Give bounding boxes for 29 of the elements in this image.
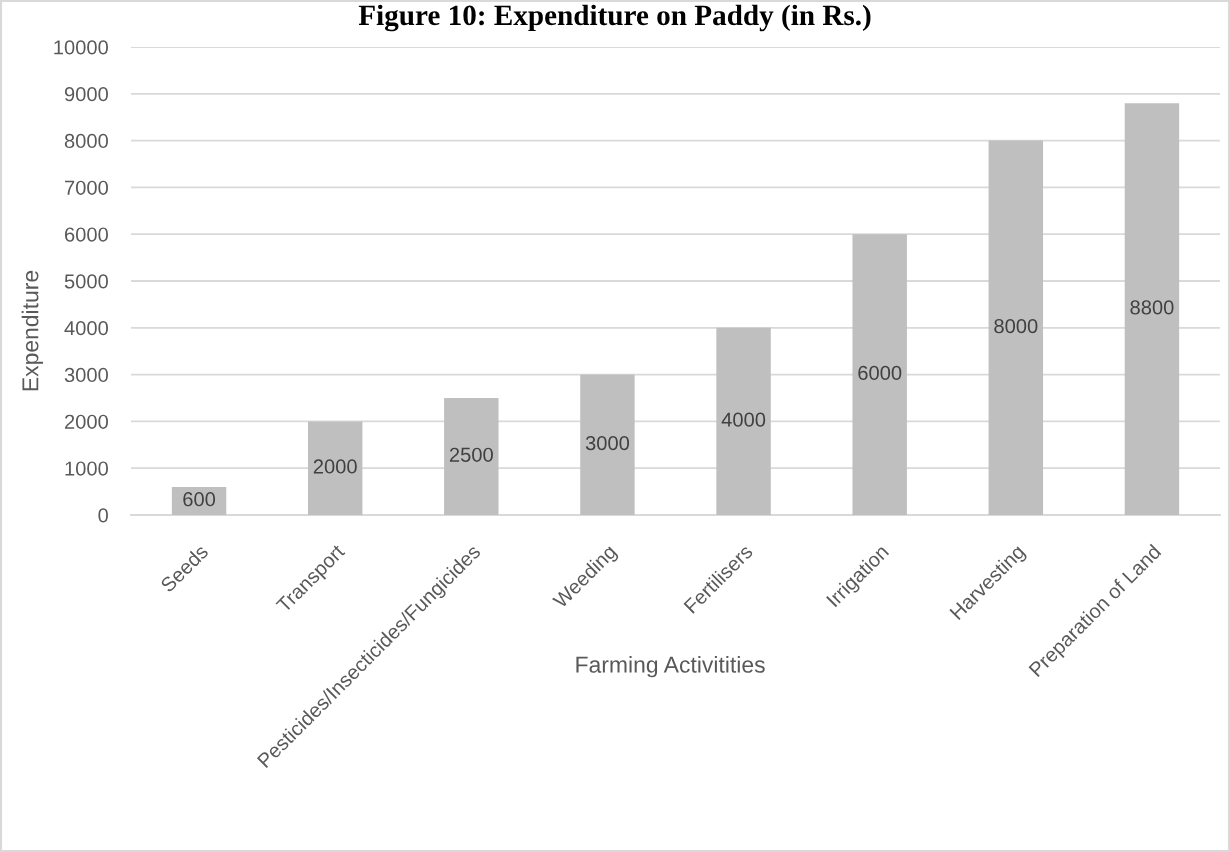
bar bbox=[1124, 103, 1180, 515]
y-tick-label: 3000 bbox=[64, 367, 108, 383]
y-tick-label: 0 bbox=[98, 508, 108, 523]
y-tick-label: 9000 bbox=[64, 87, 108, 102]
bar bbox=[580, 374, 635, 515]
y-tick-label: 5000 bbox=[64, 274, 108, 289]
bar bbox=[852, 234, 907, 515]
y-tick-label: 8000 bbox=[64, 133, 108, 149]
data-label: 4000 bbox=[721, 412, 766, 427]
bar bbox=[444, 398, 499, 515]
x-axis-title: Farming Activitities bbox=[576, 656, 765, 678]
chart-title: Figure 10: Expenditure on Paddy (in Rs.) bbox=[358, 4, 871, 32]
y-tick-label: 10000 bbox=[54, 40, 108, 55]
data-label: 2500 bbox=[449, 447, 493, 462]
y-tick-label: 7000 bbox=[65, 180, 108, 195]
data-label: 3000 bbox=[585, 435, 630, 451]
bar bbox=[988, 140, 1044, 515]
bar bbox=[716, 327, 771, 515]
data-label: 8800 bbox=[1130, 300, 1174, 315]
data-label: 600 bbox=[183, 492, 216, 507]
y-tick-label: 1000 bbox=[65, 461, 108, 476]
y-tick-label: 2000 bbox=[64, 414, 108, 429]
y-tick-label: 4000 bbox=[64, 321, 108, 336]
y-axis-title: Expenditure bbox=[21, 270, 43, 391]
y-tick-label: 6000 bbox=[65, 227, 108, 242]
data-label: 8000 bbox=[994, 318, 1038, 334]
bar bbox=[307, 421, 363, 515]
data-label: 2000 bbox=[313, 459, 357, 474]
data-label: 6000 bbox=[858, 365, 902, 381]
